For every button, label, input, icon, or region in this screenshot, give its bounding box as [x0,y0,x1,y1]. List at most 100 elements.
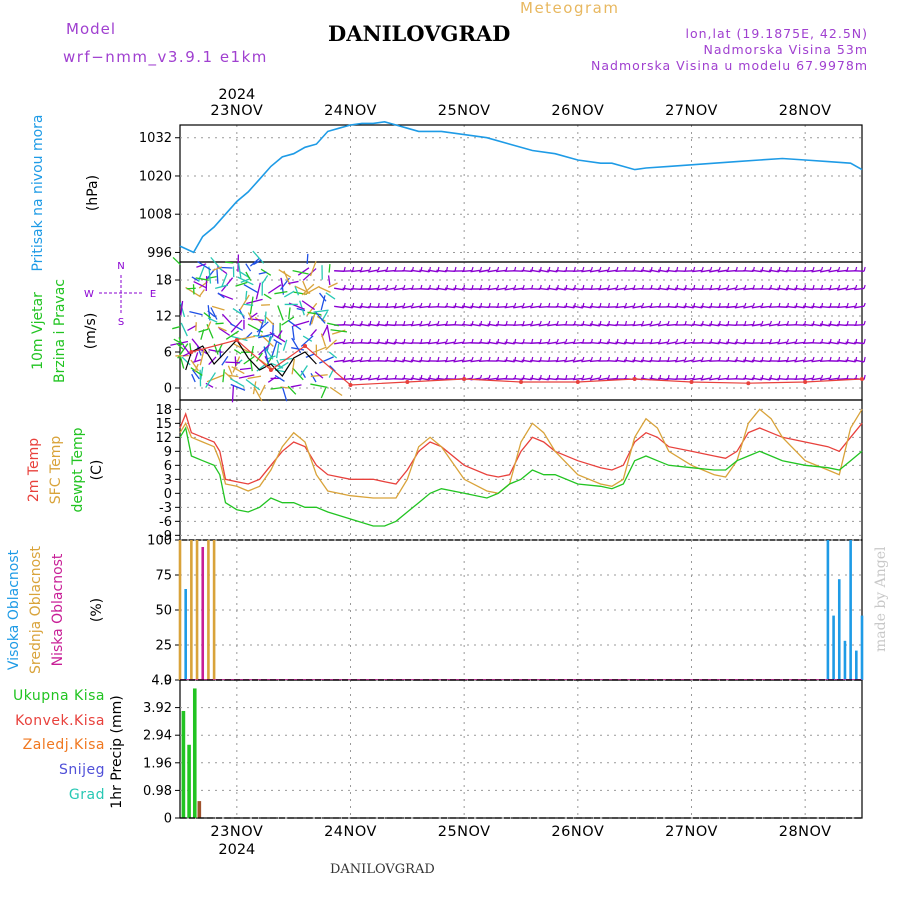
wind-barb-storm [230,383,246,391]
cloud-low-bar [201,547,205,680]
wind-barb-storm [252,250,265,264]
wind-barb-storm [186,287,196,290]
wind-barb-flag [616,302,619,307]
wind-barb [393,305,404,309]
cloud-high-side-label: Visoka Oblacnost [6,549,22,670]
wind-barb [726,305,737,309]
y-tick-label: 0 [164,812,172,827]
wind-barb [376,341,387,345]
wind-barb [538,287,549,291]
wind-barb-storm [225,261,234,264]
wind-barb [828,341,839,345]
wind-barb [726,359,737,363]
wind-barb-flag [531,338,534,344]
wind-barb-flag [710,374,713,379]
wind-barb-flag [803,338,807,343]
wind-barb-storm [182,344,192,357]
wind-barb-flag [428,320,431,325]
wind-barb [760,287,771,291]
wind-barb-storm [233,348,242,355]
wind-barb [470,269,481,273]
wind-barb-storm [288,307,291,320]
wind-barb-storm [255,282,261,300]
wind-barb [470,305,481,309]
wind-barb-storm [245,290,248,300]
wind-barb [530,377,541,381]
wind-barb-flag [514,266,517,271]
wind-barb [487,269,498,273]
wind-barb-flag [616,284,619,289]
wind-barb [828,323,839,327]
wind-barb-storm [310,372,317,383]
wind-barb-storm [224,371,233,380]
wind-barb-flag [599,266,602,271]
wind-barb [470,323,481,327]
wind-barb [376,377,387,381]
wind-barb-flag [803,266,807,272]
wind-barb [513,323,524,327]
wind-barb-flag [820,374,824,379]
wind-barb [709,377,720,381]
wind-barb [393,287,404,291]
wind-barb-flag [786,320,790,325]
cloud-mid-bar [190,540,193,680]
panel-frame [179,124,863,263]
wind-barb-flag [394,302,397,307]
wind-barb [709,306,720,308]
wind-barb-flag [718,266,721,271]
wind-barb-flag [855,302,858,307]
wind-barb-flag [488,356,491,361]
wind-barb-storm [267,284,282,294]
wind-barb [410,305,421,309]
wind-barb-flag [693,266,696,271]
wind-barb-flag [369,356,372,361]
wind-gust-point [519,380,523,384]
wind-barb-storm [319,292,327,302]
wind-barb-flag [377,374,380,379]
wind-barb [734,341,745,345]
wind-barb-storm [288,280,299,285]
wind-barb [419,269,430,273]
x-tick-label-top: 25NOV [438,103,491,119]
wind-barb-flag [565,320,568,325]
wind-barb-flag [471,356,474,361]
x-tick-label-bottom: 27NOV [665,824,718,840]
wind-barb [615,305,626,309]
wind-barb-storm [229,377,245,388]
wind-barb-flag [505,374,508,379]
wind-barb [342,324,353,326]
wind-gust-point [689,380,694,384]
wind-barb-flag [778,338,781,343]
wind-barb-storm [245,263,252,272]
wind-barb [802,359,814,363]
wind-barb-storm [297,267,310,276]
wind-barb-flag [727,266,730,271]
y-tick-label: 1.96 [143,756,172,771]
wind-barb [427,287,438,291]
precip-legend-label: Zaledj.Kisa [23,737,105,753]
wind-barb [589,269,601,273]
wind-barb [521,288,532,290]
wind-barb-storm [301,283,315,296]
panel-frame [179,679,863,819]
wind-barb [589,377,601,381]
wind-barb [555,323,566,327]
wind-barb [589,323,601,327]
wind-barb-storm [310,383,328,388]
wind-barb-flag [641,320,645,325]
lonlat-readout: lon,lat (19.1875E, 42.5N) [685,26,868,41]
wind-barb [419,305,430,309]
wind-barb [589,305,600,309]
wind-barb [530,269,541,273]
wind-barb-storm [207,310,216,318]
wind-barb-storm [170,340,189,346]
wind-barb-storm [305,353,315,358]
wind-barb [777,377,788,381]
wind-barb [521,377,532,381]
wind-barb [700,323,711,327]
wind-barb-flag [488,266,491,271]
wind-barb [513,359,524,363]
wind-barb [606,287,618,291]
y-tick-label: -3 [159,501,172,516]
y-tick-label: 18 [155,274,172,289]
